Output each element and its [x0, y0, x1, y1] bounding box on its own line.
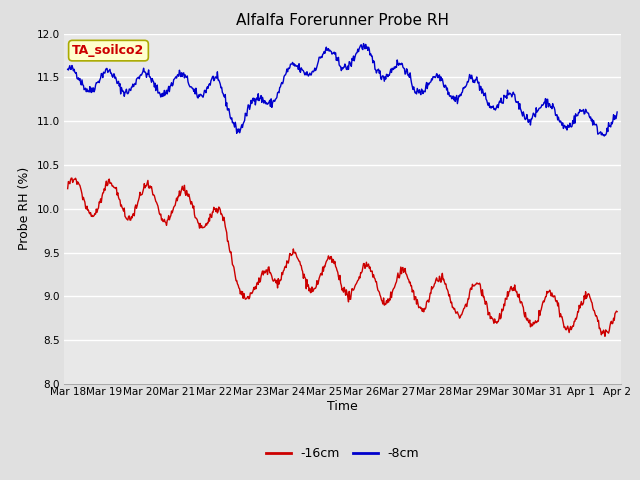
- Text: TA_soilco2: TA_soilco2: [72, 44, 145, 57]
- Title: Alfalfa Forerunner Probe RH: Alfalfa Forerunner Probe RH: [236, 13, 449, 28]
- Legend: -16cm, -8cm: -16cm, -8cm: [260, 443, 424, 465]
- Y-axis label: Probe RH (%): Probe RH (%): [18, 167, 31, 251]
- X-axis label: Time: Time: [327, 399, 358, 412]
